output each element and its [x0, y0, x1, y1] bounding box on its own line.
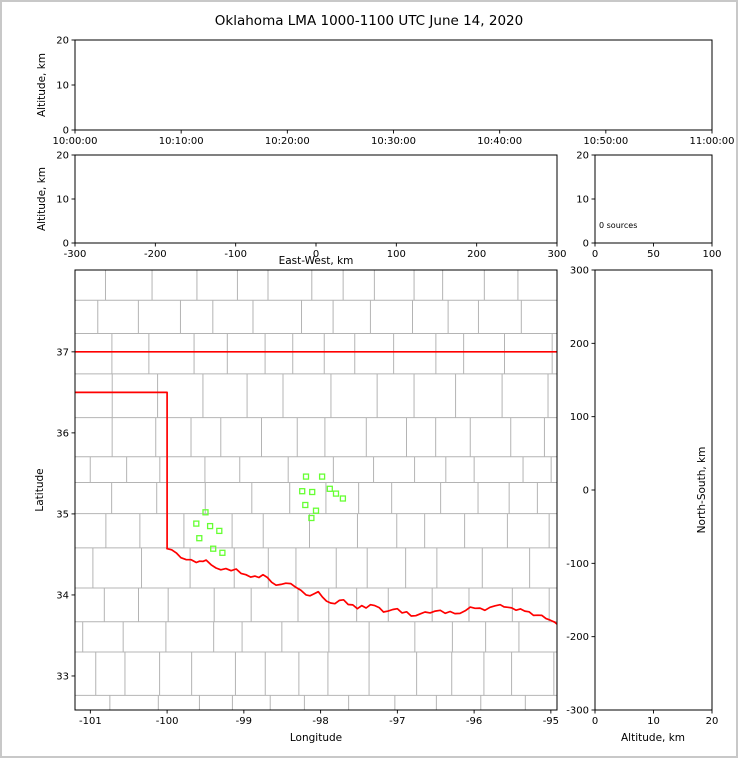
svg-text:10:50:00: 10:50:00	[583, 136, 628, 147]
lma-station-marker	[210, 545, 217, 552]
time-height-axes: 10:00:00 10:10:00 10:20:00 10:30:00 10:40:00…	[53, 36, 735, 148]
svg-text:0: 0	[63, 239, 69, 250]
svg-text:-200: -200	[144, 249, 167, 260]
svg-text:10:00:00: 10:00:00	[53, 136, 98, 147]
svg-text:-300: -300	[64, 249, 87, 260]
lma-station-marker	[332, 490, 340, 497]
svg-text:-300: -300	[566, 706, 589, 717]
svg-text:100: 100	[570, 412, 589, 423]
svg-text:10:40:00: 10:40:00	[477, 136, 522, 147]
svg-text:-98: -98	[312, 716, 328, 727]
svg-text:33: 33	[56, 671, 69, 682]
svg-text:11:00:00: 11:00:00	[690, 136, 735, 147]
svg-text:-97: -97	[389, 716, 405, 727]
svg-text:-95: -95	[543, 716, 559, 727]
svg-text:100: 100	[387, 249, 406, 260]
svg-text:-100: -100	[156, 716, 179, 727]
lma-station-marker	[339, 495, 347, 502]
svg-text:10: 10	[56, 195, 69, 206]
svg-text:100: 100	[702, 249, 721, 260]
svg-text:10: 10	[56, 81, 69, 92]
lma-station-marker	[216, 527, 223, 535]
lma-station-marker	[219, 549, 226, 556]
svg-text:-99: -99	[236, 716, 252, 727]
svg-text:-96: -96	[466, 716, 482, 727]
lma-station-marker	[299, 488, 306, 495]
svg-text:-100: -100	[566, 559, 589, 570]
lma-station-marker	[302, 473, 310, 480]
svg-text:50: 50	[647, 249, 660, 260]
svg-text:10: 10	[576, 195, 589, 206]
svg-text:-200: -200	[566, 632, 589, 643]
svg-text:300: 300	[547, 249, 566, 260]
svg-text:200: 200	[467, 249, 486, 260]
svg-text:-101: -101	[79, 716, 102, 727]
svg-text:0: 0	[63, 126, 69, 137]
svg-text:10: 10	[647, 716, 660, 727]
lma-station-marker	[312, 507, 320, 514]
north-south-height-axes: 0 10 20 300 200 100 0 -100 -200 -300	[566, 266, 718, 728]
lma-station-marker	[193, 520, 200, 527]
lma-station-marker	[318, 473, 326, 480]
county-lines	[75, 270, 557, 710]
svg-text:34: 34	[56, 590, 69, 601]
svg-text:37: 37	[56, 347, 69, 358]
lma-station-marker	[206, 522, 214, 530]
svg-text:10:20:00: 10:20:00	[265, 136, 310, 147]
svg-text:20: 20	[56, 36, 69, 47]
map-contents	[75, 270, 557, 710]
panhandle-border-line	[75, 391, 168, 550]
lma-station-marker	[302, 501, 309, 509]
svg-text:0: 0	[592, 249, 598, 260]
svg-text:35: 35	[56, 509, 69, 520]
east-west-height-axes: -300 -200 -100 0 100 200 300 0 10 20	[56, 151, 566, 261]
lma-station-marker	[326, 485, 333, 492]
svg-text:20: 20	[56, 151, 69, 162]
svg-text:300: 300	[570, 266, 589, 277]
lma-station-marker	[196, 535, 203, 542]
plan-view-axes: -101 -100 -99 -98 -97 -96 -95 33 34 35 36 37	[56, 269, 559, 727]
lma-station-marker	[202, 509, 209, 516]
svg-text:36: 36	[56, 428, 69, 439]
svg-text:0: 0	[583, 239, 589, 250]
source-count-axes: 0 50 100 0 10 20	[576, 151, 721, 261]
svg-text:20: 20	[706, 716, 719, 727]
lma-stations	[193, 473, 347, 556]
lma-station-marker	[309, 488, 316, 496]
svg-text:10:10:00: 10:10:00	[159, 136, 204, 147]
svg-text:10:30:00: 10:30:00	[371, 136, 416, 147]
svg-text:0: 0	[313, 249, 319, 260]
svg-text:-100: -100	[224, 249, 247, 260]
svg-text:200: 200	[570, 339, 589, 350]
svg-text:0: 0	[583, 486, 589, 497]
red-river-border-line	[166, 547, 557, 625]
svg-text:20: 20	[576, 151, 589, 162]
lma-station-marker	[308, 514, 315, 522]
svg-text:0: 0	[592, 716, 598, 727]
